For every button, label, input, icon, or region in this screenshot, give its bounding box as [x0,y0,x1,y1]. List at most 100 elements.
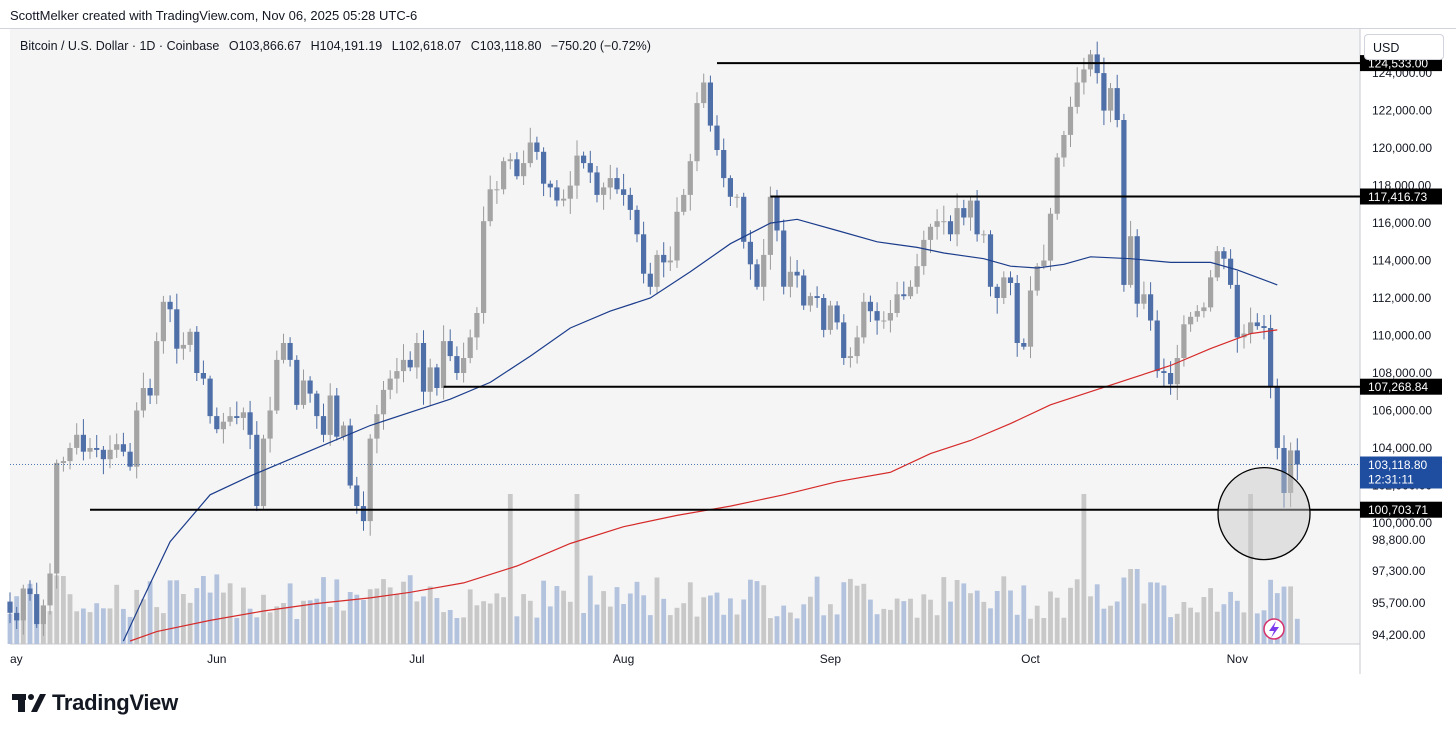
volume-bar [1294,618,1300,644]
tradingview-brand[interactable]: TradingView [12,690,178,716]
candle-body [20,588,26,621]
volume-bar [834,614,840,644]
candle-body [347,425,353,486]
volume-bar [1021,585,1027,644]
volume-bar [1168,617,1173,644]
volume-bar [154,607,160,644]
volume-bar [587,575,593,644]
candle-body [607,178,613,188]
support-resistance-lines[interactable] [10,62,1360,511]
volume-bar [901,601,907,644]
candle-body [707,82,713,126]
time-axis[interactable]: ay Jun Jul Aug Sep Oct Nov [10,652,1248,666]
volume-bar [581,613,586,644]
candle-body [354,485,360,506]
volume-bar [461,617,466,644]
low-value: L102,618.07 [391,39,462,53]
candle-body [27,588,33,595]
price-chart[interactable]: 124,000.00122,000.00120,000.00118,000.00… [0,29,1456,674]
candle-body [120,444,126,452]
volume-bars [7,494,1300,644]
volume-bar [474,605,480,644]
candle-body [1194,311,1200,317]
volume-bar [1061,617,1067,644]
candle-body [1001,277,1007,298]
volume-bar [1081,494,1087,644]
volume-bar [467,589,473,644]
candle-body [787,271,793,287]
price-axis[interactable]: 124,000.00122,000.00120,000.00118,000.00… [1372,66,1432,642]
candle-body [674,211,680,261]
volume-bar [234,617,240,644]
volume-bar [908,598,913,644]
candle-body [1027,290,1034,347]
level-price-tag [1360,188,1442,205]
volume-bar [1188,607,1193,644]
candle-body [681,194,687,212]
candle-body [220,421,226,430]
candle-body [767,196,773,255]
volume-bar [614,587,620,644]
candle-body [214,416,220,430]
volume-bar [714,592,720,644]
volume-bar [1274,593,1280,644]
volume-bar [101,608,106,644]
open-value: O103,866.67 [228,39,302,53]
volume-bar [1201,597,1207,644]
volume-bar [574,494,580,644]
volume-bar [7,613,13,644]
candle-body [1248,322,1254,334]
candle-body [874,311,880,321]
candle-body [774,196,780,231]
candle-body [254,434,260,506]
candle-body [487,189,493,222]
volume-bar [414,601,420,644]
candle-body [507,159,513,162]
volume-bar [334,579,340,644]
candle-body [727,178,733,197]
candle-body [7,601,13,613]
candle-body [941,221,947,223]
volume-bar [261,594,266,644]
volume-bar [687,582,693,644]
volume-bar [567,601,573,644]
tradingview-assistant-icon[interactable] [1263,618,1285,640]
volume-bar [1108,605,1113,644]
volume-bar [794,618,800,644]
candle-body [1141,294,1147,304]
volume-bar [788,612,793,644]
volume-bar [561,590,566,644]
volume-bar [1028,618,1033,644]
candle-body [34,594,40,625]
volume-bar [47,611,53,644]
candle-body [94,448,100,450]
candle-body [87,448,93,452]
caption-divider [0,28,1456,29]
sma-200-line [129,329,1278,642]
volume-bar [621,604,626,644]
candle-body [794,271,800,276]
volume-bar [27,583,33,644]
volume-bar [1288,586,1293,644]
candle-body [701,82,707,104]
candle-body [174,309,180,349]
price-tick-label: 97,300.00 [1372,564,1426,578]
volume-bar [487,603,493,644]
volume-bar [781,605,787,644]
volume-bar [1254,613,1260,644]
currency-selector[interactable]: USD [1364,34,1444,60]
volume-bar [814,576,820,644]
volume-bar [1281,586,1287,644]
volume-bar [1268,579,1273,644]
candle-body [127,451,133,467]
volume-bar [988,608,993,644]
moving-averages [122,218,1278,642]
volume-bar [527,600,533,644]
highlight-circle[interactable] [1217,466,1311,561]
price-tick-label: 100,000.00 [1372,516,1432,530]
price-tick-label: 95,700.00 [1372,596,1426,610]
volume-bar [647,615,653,644]
volume-bar [1214,611,1220,644]
volume-bar [381,579,386,644]
volume-bar [861,583,867,644]
